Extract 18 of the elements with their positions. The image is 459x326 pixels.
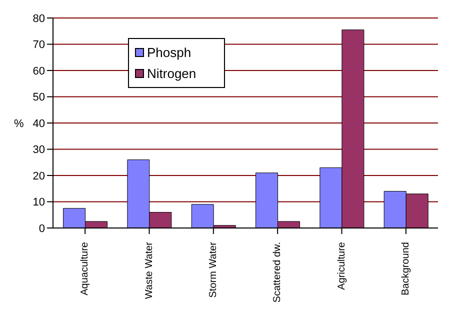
- x-tick-label: Waste Water: [144, 241, 155, 300]
- legend-label: Nitrogen: [147, 65, 196, 83]
- y-tick-label: 60: [32, 65, 45, 78]
- y-tick-label: 50: [32, 92, 45, 104]
- y-tick-label: 10: [32, 196, 45, 209]
- x-tick-label: Agriculture: [336, 242, 348, 290]
- y-tick-label: 70: [32, 39, 45, 52]
- x-tick-label: Storm Water: [208, 241, 219, 298]
- x-tick-label: Aquaculture: [80, 242, 91, 296]
- y-tick-label: 0: [38, 222, 45, 235]
- y-tick-label: 80: [32, 12, 45, 25]
- y-tick-label: 30: [32, 144, 45, 156]
- legend-label: Phosph: [147, 44, 192, 62]
- x-tick-label: Background: [400, 242, 412, 296]
- y-tick-label: 40: [32, 118, 45, 130]
- y-tick-label: 20: [32, 170, 45, 182]
- y-axis-title: %: [14, 118, 24, 130]
- x-tick-label: Scattered dw.: [272, 242, 284, 303]
